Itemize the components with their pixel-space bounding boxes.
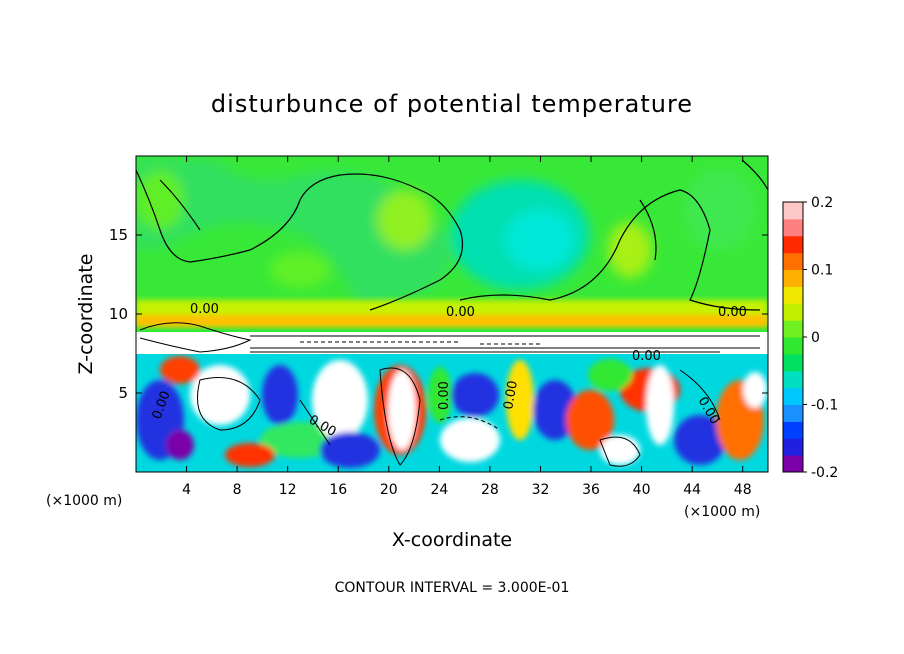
inversion-band-warm [136, 315, 768, 327]
x-tick-label: 16 [329, 482, 347, 498]
contour-interval-footer: CONTOUR INTERVAL = 3.000E-01 [335, 580, 570, 596]
colorbar-swatch [783, 320, 803, 338]
contour-label: 0.00 [190, 302, 219, 317]
colorbar-swatch [783, 370, 803, 389]
contour-lines [136, 159, 768, 311]
chart-title: disturbunce of potential temperature [211, 90, 693, 118]
y-axis-label: Z-coordinate [75, 254, 97, 375]
colorbar-tick-label: 0.2 [811, 195, 833, 211]
colorbar-swatch [783, 455, 803, 473]
boundary-contours [139, 322, 760, 353]
colorbar-swatch [783, 404, 803, 422]
lower-layer-blobs [136, 356, 767, 468]
y-tick-label: 15 [109, 226, 128, 244]
x-tick-label: 20 [380, 482, 398, 498]
colorbar-swatch [783, 337, 803, 355]
upper-layer-blobs [136, 160, 755, 310]
contour-label: 0.00 [437, 381, 452, 410]
colorbar: 0.2 0.1 0 -0.1 -0.2 [782, 195, 838, 481]
y-tick-label: 5 [118, 384, 128, 402]
lower-contours [197, 367, 721, 467]
y-tick-label: 10 [109, 305, 128, 323]
x-axis-label: X-coordinate [392, 529, 512, 551]
x-tick-label: 48 [734, 482, 752, 498]
contour-label: 0.00 [632, 349, 661, 364]
x-axis: 4 8 12 16 20 24 28 32 36 40 44 48 [182, 156, 752, 498]
contour-label: 0.00 [501, 380, 521, 411]
x-tick-label: 24 [430, 482, 448, 498]
contour-label: 0.00 [446, 305, 475, 320]
x-tick-label: 8 [233, 482, 242, 498]
colorbar-swatch [783, 387, 803, 405]
contour-label: 0.00 [718, 305, 747, 320]
x-tick-label: 40 [633, 482, 651, 498]
x-tick-label: 36 [582, 482, 600, 498]
x-unit-right: (×1000 m) [684, 504, 760, 520]
colorbar-tick-label: 0.1 [811, 263, 833, 279]
colorbar-swatch [783, 235, 803, 254]
x-tick-label: 28 [481, 482, 499, 498]
colorbar-tick-label: -0.2 [811, 465, 838, 481]
colorbar-swatch [783, 421, 803, 439]
colorbar-tick-label: -0.1 [811, 398, 838, 414]
colorbar-swatch [783, 438, 803, 456]
colorbar-swatch [783, 353, 803, 372]
colorbar-swatch [783, 218, 803, 237]
x-tick-label: 44 [683, 482, 701, 498]
x-tick-label: 4 [182, 482, 191, 498]
x-tick-label: 32 [532, 482, 550, 498]
colorbar-swatch [783, 286, 803, 304]
colorbar-swatch [783, 202, 803, 220]
colorbar-tick-label: 0 [811, 330, 820, 346]
plot-field [136, 156, 768, 472]
x-unit-left: (×1000 m) [46, 493, 122, 509]
x-tick-label: 12 [279, 482, 297, 498]
colorbar-swatch [783, 303, 803, 321]
colorbar-swatch [783, 269, 803, 287]
colorbar-swatch [783, 252, 803, 270]
y-axis: 5 10 15 [109, 226, 768, 402]
